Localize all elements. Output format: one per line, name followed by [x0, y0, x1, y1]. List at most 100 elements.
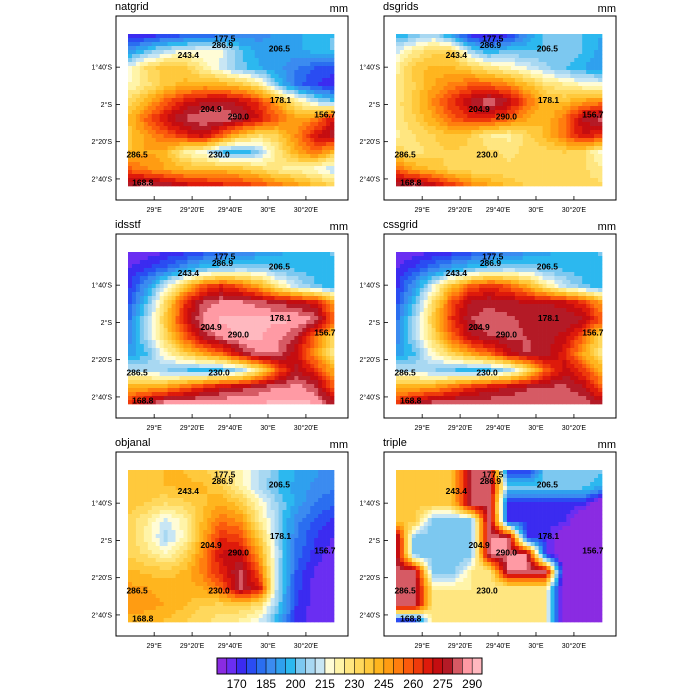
- contour-cell: [278, 288, 283, 293]
- contour-cell: [562, 102, 567, 107]
- contour-cell: [419, 98, 425, 103]
- contour-cell: [167, 154, 172, 159]
- contour-cell: [550, 122, 555, 127]
- contour-cell: [322, 138, 327, 143]
- contour-cell: [455, 86, 460, 91]
- contour-cell: [590, 146, 595, 151]
- contour-cell: [155, 82, 161, 87]
- contour-cell: [135, 324, 141, 329]
- contour-cell: [427, 62, 432, 67]
- contour-cell: [163, 130, 168, 135]
- contour-cell: [407, 142, 413, 147]
- contour-cell: [191, 284, 196, 289]
- contour-cell: [270, 46, 275, 51]
- contour-cell: [518, 86, 524, 91]
- contour-cell: [495, 138, 500, 143]
- contour-cell: [183, 122, 188, 127]
- contour-cell: [451, 138, 456, 143]
- contour-cell: [234, 308, 240, 313]
- contour-cell: [147, 58, 153, 63]
- contour-cell: [302, 82, 307, 87]
- contour-cell: [314, 312, 319, 317]
- contour-cell: [526, 90, 532, 95]
- contour-cell: [179, 46, 184, 51]
- contour-cell: [175, 58, 180, 63]
- contour-cell: [495, 114, 500, 119]
- contour-cell: [163, 170, 168, 175]
- contour-cell: [598, 166, 603, 171]
- contour-cell: [159, 154, 164, 159]
- contour-cell: [594, 174, 599, 179]
- contour-cell: [139, 182, 145, 187]
- contour-cell: [231, 304, 236, 309]
- contour-cell: [171, 260, 176, 265]
- contour-cell: [143, 62, 149, 67]
- contour-cell: [246, 174, 252, 179]
- contour-cell: [322, 158, 327, 163]
- contour-cell: [183, 312, 188, 317]
- contour-cell: [415, 130, 421, 135]
- contour-cell: [262, 308, 267, 313]
- contour-cell: [207, 166, 212, 171]
- contour-cell: [590, 94, 595, 99]
- contour-cell: [219, 106, 224, 111]
- contour-cell: [211, 62, 216, 67]
- contour-cell: [219, 252, 224, 257]
- contour-cell: [203, 304, 208, 309]
- contour-cell: [290, 162, 295, 167]
- contour-cell: [550, 54, 555, 59]
- contour-cell: [163, 138, 168, 143]
- contour-cell: [179, 138, 184, 143]
- contour-cell: [558, 86, 563, 91]
- x-tick-label: 30°E: [528, 206, 544, 214]
- contour-cell: [227, 158, 232, 163]
- contour-cell: [594, 170, 599, 175]
- contour-cell: [499, 122, 504, 127]
- contour-cell: [227, 154, 232, 159]
- contour-cell: [262, 268, 267, 273]
- contour-cell: [582, 162, 587, 167]
- contour-cell: [207, 94, 212, 99]
- contour-cell: [298, 162, 303, 167]
- contour-cell: [318, 38, 323, 43]
- contour-cell: [598, 82, 603, 87]
- contour-cell: [578, 126, 583, 131]
- contour-cell: [550, 114, 555, 119]
- contour-cell: [151, 86, 157, 91]
- contour-cell: [175, 134, 180, 139]
- contour-cell: [143, 86, 149, 91]
- contour-cell: [282, 118, 287, 123]
- contour-cell: [254, 126, 260, 131]
- contour-cell: [290, 42, 295, 47]
- contour-cell: [183, 264, 188, 269]
- contour-cell: [211, 260, 216, 265]
- contour-cell: [171, 62, 176, 67]
- contour-cell: [419, 170, 425, 175]
- contour-cell: [514, 154, 520, 159]
- contour-cell: [191, 46, 196, 51]
- contour-cell: [510, 58, 516, 63]
- contour-cell: [302, 90, 307, 95]
- contour-cell: [322, 300, 327, 305]
- contour-cell: [471, 150, 476, 155]
- contour-cell: [215, 272, 220, 277]
- contour-cell: [294, 150, 299, 155]
- contour-cell: [471, 38, 476, 43]
- contour-cell: [463, 154, 468, 159]
- contour-cell: [234, 284, 240, 289]
- contour-cell: [407, 110, 413, 115]
- contour-cell: [191, 50, 196, 55]
- contour-cell: [590, 66, 595, 71]
- contour-cell: [171, 166, 176, 171]
- contour-cell: [171, 252, 176, 257]
- contour-cell: [467, 134, 472, 139]
- contour-cell: [211, 90, 216, 95]
- contour-cell: [562, 166, 567, 171]
- contour-cell: [250, 252, 256, 257]
- contour-cell: [598, 182, 603, 187]
- contour-cell: [487, 110, 492, 115]
- contour-cell: [258, 308, 264, 313]
- contour-cell: [530, 158, 535, 163]
- contour-cell: [318, 256, 323, 261]
- contour-cell: [483, 98, 488, 103]
